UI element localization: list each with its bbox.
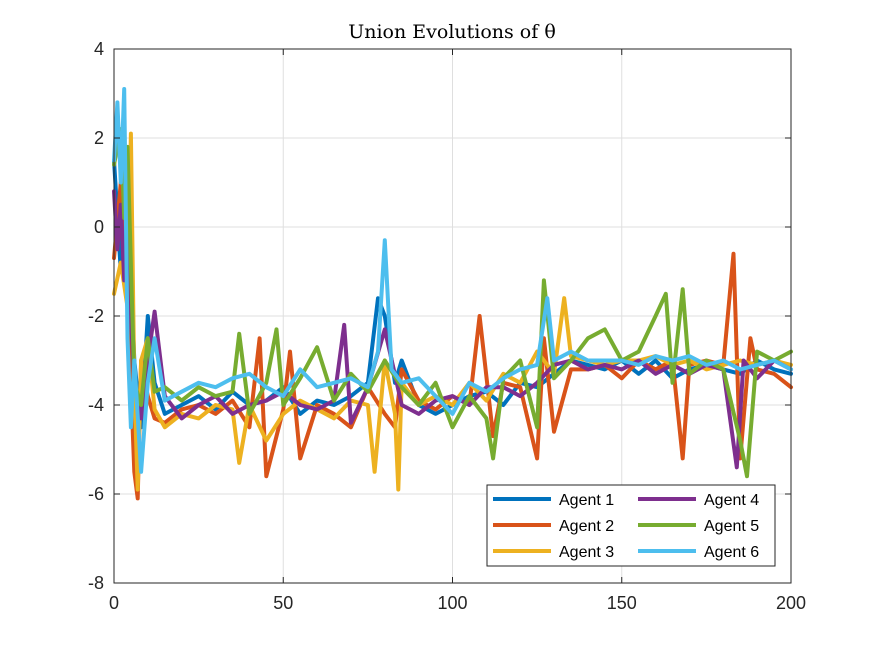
x-tick-label: 100 [437,593,467,613]
legend-label-agent-6: Agent 6 [704,544,759,561]
y-tick-label: -8 [88,573,104,593]
x-tick-label: 0 [109,593,119,613]
x-tick-labels: 0 50 100 150 200 [109,593,806,613]
legend-label-agent-3: Agent 3 [559,544,614,561]
series-group [112,87,793,501]
chart-title: Union Evolutions of θ [348,21,556,43]
y-tick-label: 2 [94,128,104,148]
x-tick-label: 150 [607,593,637,613]
x-tick-label: 200 [776,593,806,613]
legend: Agent 1 Agent 2 Agent 3 Agent 4 Agent 5 Agent… [486,484,776,567]
legend-label-agent-1: Agent 1 [559,492,614,509]
y-tick-labels: 4 2 0 -2 -4 -6 -8 [88,39,104,593]
y-tick-label: 4 [94,39,104,59]
legend-label-agent-2: Agent 2 [559,518,614,535]
tick-marks [113,48,792,584]
legend-label-agent-5: Agent 5 [704,518,759,535]
legend-label-agent-4: Agent 4 [704,492,759,509]
y-tick-label: 0 [94,217,104,237]
x-tick-label: 50 [273,593,293,613]
y-tick-label: -6 [88,484,104,504]
y-tick-label: -2 [88,306,104,326]
y-tick-label: -4 [88,395,104,415]
series-line-agent-6 [112,87,793,474]
